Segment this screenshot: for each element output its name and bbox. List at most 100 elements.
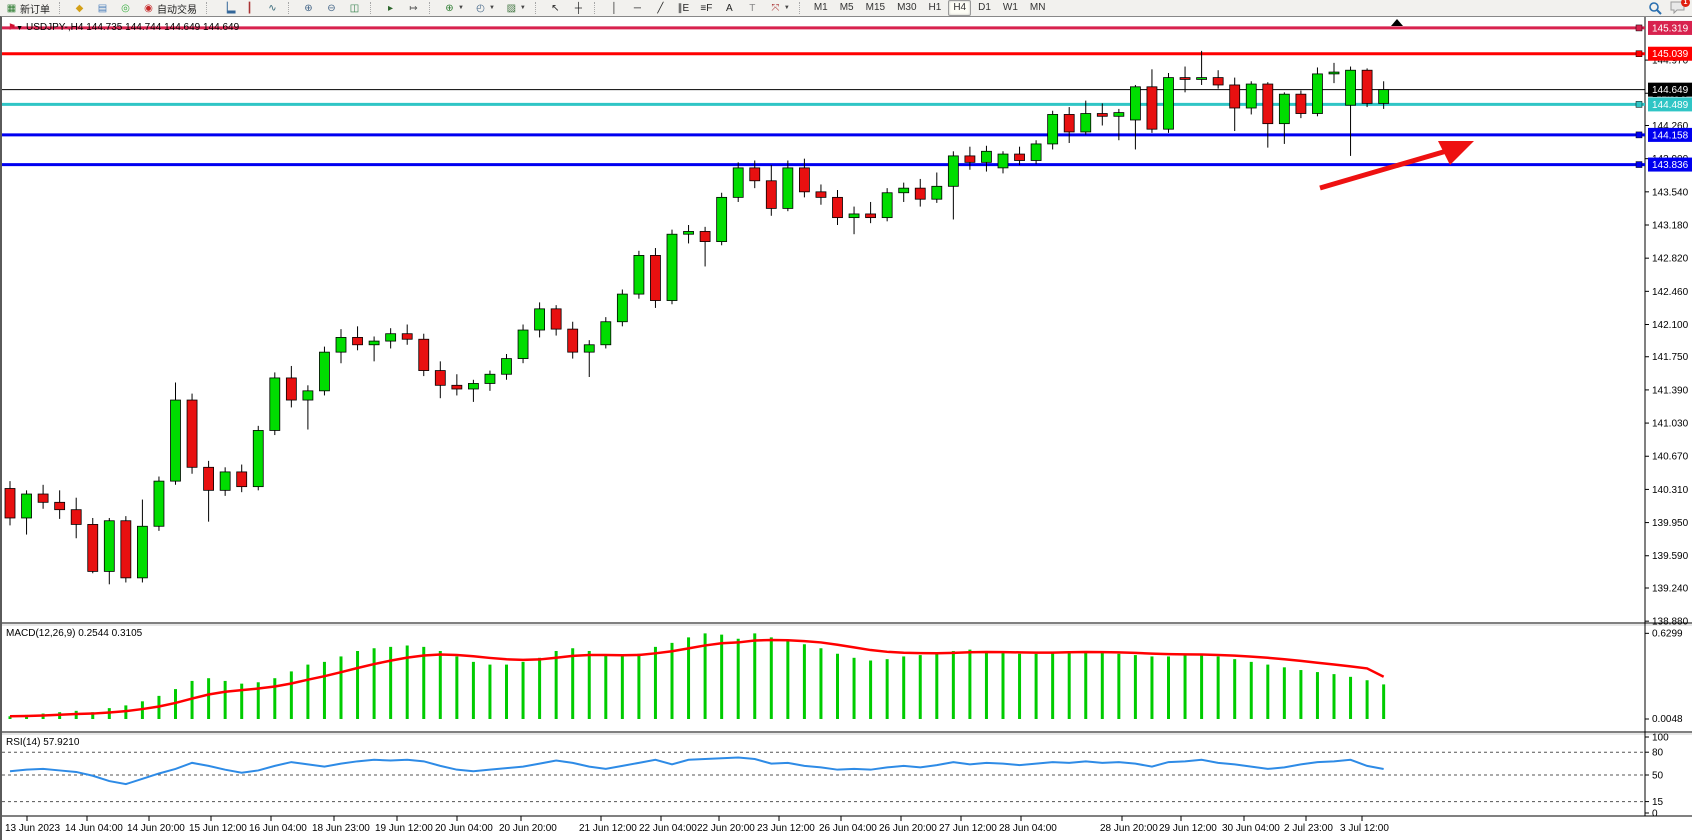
time-axis-label: 3 Jul 12:00 [1340, 823, 1389, 834]
time-axis-label: 15 Jun 12:00 [189, 823, 247, 834]
vertical-line-button[interactable]: │ [604, 0, 625, 16]
timeframe-button-m5[interactable]: M5 [839, 2, 854, 13]
chat-icon[interactable]: 1 [1670, 0, 1690, 15]
timeframe-button-m30[interactable]: M30 [897, 2, 917, 13]
autotrading-button[interactable]: ◉ 自动交易 [138, 0, 201, 16]
price-level-badge-label: 145.319 [1652, 23, 1689, 34]
time-axis-label: 19 Jun 12:00 [375, 823, 433, 834]
price-tick-label: 141.750 [1652, 352, 1689, 363]
chart-canvas[interactable]: 144.970144.610144.260143.900143.540143.1… [2, 17, 1692, 840]
text-button[interactable]: A [719, 0, 740, 16]
time-axis-label: 26 Jun 04:00 [819, 823, 877, 834]
time-axis-label: 14 Jun 04:00 [65, 823, 123, 834]
auto-scroll-button[interactable]: ▸ [380, 0, 401, 16]
candlestick [765, 180, 777, 209]
candlestick [1179, 77, 1191, 80]
time-axis-label: 27 Jun 12:00 [939, 823, 997, 834]
candlestick [666, 233, 678, 301]
timeframe-button-h1[interactable]: H1 [928, 2, 942, 13]
tile-windows-button[interactable]: ◫ [344, 0, 365, 16]
candlestick [219, 471, 231, 491]
rsi-axis-label: 15 [1652, 797, 1664, 808]
price-level-marker [1635, 24, 1643, 32]
toolbar-group: ▕▂ ┃ ∿ [215, 0, 284, 16]
candlestick [501, 358, 512, 375]
price-tick-label: 143.540 [1652, 187, 1689, 198]
candlestick [1080, 113, 1092, 133]
clock-icon: ◴ [476, 2, 485, 14]
candlestick [583, 344, 595, 353]
chart-window[interactable]: 144.970144.610144.260143.900143.540143.1… [0, 16, 1692, 840]
candlestick [484, 373, 496, 384]
timeframe-toolbar: M1 M5 M15 M30 H1 H4 D1 W1 MN [808, 0, 1052, 16]
candlestick [1295, 93, 1307, 114]
crosshair-icon: ┼ [574, 2, 582, 14]
line-chart-icon: ∿ [268, 2, 277, 14]
price-tick-label: 140.670 [1652, 452, 1689, 463]
trendline-button[interactable]: ╱ [650, 0, 671, 16]
candlestick [434, 370, 446, 386]
horizontal-line-icon: ─ [633, 2, 641, 14]
timeframe-button-m1[interactable]: M1 [813, 2, 828, 13]
price-level-badge-label: 143.836 [1652, 160, 1689, 171]
templates-button[interactable]: ▨ ▼ [501, 0, 530, 16]
candlestick [616, 293, 628, 323]
equidistant-channel-icon: ∥E [677, 2, 690, 14]
timeframe-button-m15[interactable]: M15 [865, 2, 886, 13]
cursor-button[interactable]: ↖ [545, 0, 566, 16]
new-order-button[interactable]: ▦ 新订单 [1, 0, 54, 16]
bar-chart-button[interactable]: ▕▂ [216, 0, 237, 16]
zoom-out-button[interactable]: ⊖ [321, 0, 342, 16]
price-level-badge-label: 145.039 [1652, 49, 1689, 60]
metaeditor-button[interactable]: ◆ [69, 0, 90, 16]
toolbar-group: ⊕ ▼ ◴ ▼ ▨ ▼ [438, 0, 531, 16]
search-icon[interactable] [1648, 1, 1664, 15]
price-level-badge [1648, 20, 1692, 35]
candlestick [550, 308, 562, 330]
price-tick-label: 139.240 [1652, 583, 1689, 594]
zoom-in-button[interactable]: ⊕ [298, 0, 319, 16]
candlestick [1245, 83, 1257, 109]
candlestick [898, 187, 910, 194]
fibonacci-button[interactable]: ≡F [696, 0, 717, 16]
time-axis-label: 14 Jun 20:00 [127, 823, 185, 834]
candlestick [799, 167, 810, 193]
candlestick-chart-button[interactable]: ┃ [239, 0, 260, 16]
arrows-button[interactable]: ⤧ ▼ [765, 0, 794, 16]
periods-button[interactable]: ◴ ▼ [470, 0, 499, 16]
price-tick-label: 144.260 [1652, 121, 1689, 132]
horizontal-line-button[interactable]: ─ [627, 0, 648, 16]
line-chart-button[interactable]: ∿ [262, 0, 283, 16]
candlestick [749, 167, 761, 182]
candlestick [650, 255, 661, 301]
candlestick [37, 493, 49, 503]
timeframe-button-d1[interactable]: D1 [978, 2, 991, 13]
signals-button[interactable]: ◎ [115, 0, 136, 16]
terminal-button[interactable]: ▤ [92, 0, 113, 16]
cursor-icon: ↖ [551, 2, 560, 14]
timeframe-button-mn[interactable]: MN [1029, 2, 1046, 13]
price-level-badge [1648, 82, 1692, 97]
candlestick [1096, 113, 1108, 117]
candlestick [1312, 73, 1323, 114]
crosshair-button[interactable]: ┼ [568, 0, 589, 16]
text-label-button[interactable]: T [742, 0, 763, 16]
candlestick [285, 377, 297, 401]
timeframe-button-h4[interactable]: H4 [948, 0, 972, 16]
text-icon: A [726, 2, 733, 14]
timeframe-button-w1[interactable]: W1 [1002, 2, 1018, 13]
toolbar-group: ▦ 新订单 [0, 0, 55, 16]
equidistant-channel-button[interactable]: ∥E [673, 0, 694, 16]
candlestick [385, 333, 397, 342]
chart-shift-button[interactable]: ↦ [403, 0, 424, 16]
toolbar-separator [206, 2, 213, 14]
indicators-button[interactable]: ⊕ ▼ [439, 0, 468, 16]
rsi-axis-label: 50 [1652, 771, 1664, 782]
price-tick-label: 144.970 [1652, 56, 1689, 67]
candlestick [1130, 86, 1141, 121]
candlestick-chart-icon: ┃ [246, 2, 253, 14]
toolbar-group: ▸ ↦ [379, 0, 425, 16]
candlestick [600, 321, 612, 346]
price-tick-label: 142.100 [1652, 320, 1689, 331]
